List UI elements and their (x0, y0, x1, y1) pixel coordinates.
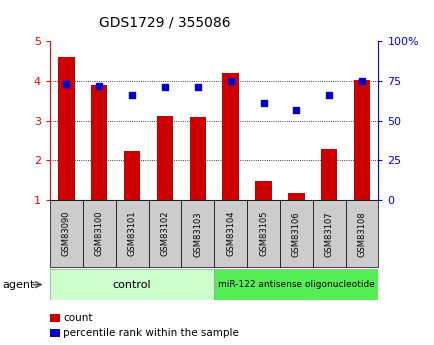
Point (63, 81, 70, 87)
Text: GSM83100: GSM83100 (95, 211, 104, 256)
Point (194, 85, 201, 90)
FancyBboxPatch shape (181, 200, 214, 267)
Text: GSM83108: GSM83108 (357, 211, 366, 257)
Bar (91, 85, 107, 200)
FancyBboxPatch shape (115, 200, 148, 267)
Bar (124, 150, 140, 200)
Bar (156, 116, 173, 200)
Point (128, 92, 135, 98)
Bar (189, 117, 206, 200)
Text: agent: agent (2, 280, 34, 289)
FancyBboxPatch shape (345, 200, 378, 267)
Bar (255, 181, 271, 200)
Text: GSM83104: GSM83104 (226, 211, 235, 256)
Text: count: count (63, 313, 92, 323)
Bar (287, 193, 304, 200)
Text: GSM83101: GSM83101 (127, 211, 136, 256)
Point (292, 107, 299, 112)
Text: GSM83103: GSM83103 (193, 211, 202, 257)
Point (227, 78, 233, 84)
FancyBboxPatch shape (82, 200, 115, 267)
FancyBboxPatch shape (214, 200, 247, 267)
Text: GSM83102: GSM83102 (160, 211, 169, 256)
FancyBboxPatch shape (214, 269, 378, 300)
FancyBboxPatch shape (148, 200, 181, 267)
Point (325, 92, 332, 98)
Point (161, 85, 168, 90)
Text: GSM83090: GSM83090 (62, 211, 71, 256)
Point (358, 78, 365, 84)
Bar (222, 73, 238, 200)
Point (95, 83, 102, 89)
Text: percentile rank within the sample: percentile rank within the sample (63, 328, 238, 338)
FancyBboxPatch shape (247, 200, 279, 267)
FancyBboxPatch shape (279, 200, 312, 267)
Text: GDS1729 / 355086: GDS1729 / 355086 (99, 16, 230, 30)
Text: control: control (112, 280, 151, 289)
Bar (320, 149, 337, 200)
Text: miR-122 antisense oligonucleotide: miR-122 antisense oligonucleotide (217, 280, 374, 289)
FancyBboxPatch shape (50, 269, 214, 300)
Text: GSM83106: GSM83106 (291, 211, 300, 257)
FancyBboxPatch shape (312, 200, 345, 267)
Point (260, 100, 266, 106)
Bar (58, 57, 75, 200)
Bar (353, 80, 369, 200)
Text: GSM83107: GSM83107 (324, 211, 333, 257)
Text: GSM83105: GSM83105 (258, 211, 267, 256)
FancyBboxPatch shape (50, 200, 82, 267)
